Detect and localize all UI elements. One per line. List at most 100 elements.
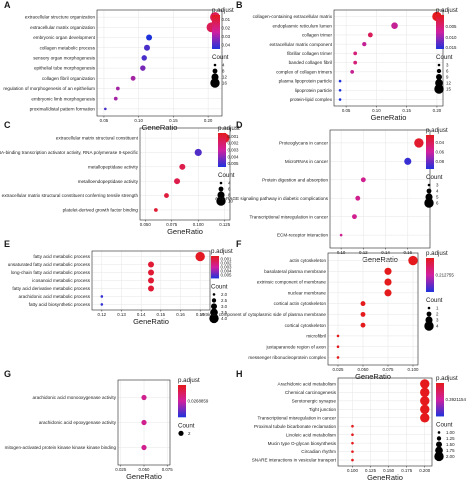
- dot: [338, 89, 342, 92]
- dot: [404, 157, 412, 165]
- count-tick-label: 3: [436, 318, 439, 323]
- dot: [148, 261, 154, 268]
- dot: [338, 79, 342, 83]
- term-label: complex of collagen trimers: [276, 69, 333, 74]
- dot: [113, 96, 118, 101]
- legend: p.adjust 0.0268859 Count 2: [178, 377, 209, 436]
- count-tick-label: 10: [228, 199, 233, 204]
- padj-tick-label: 0.002: [221, 260, 233, 265]
- x-tick-label: 0.12: [359, 250, 368, 255]
- x-tick-label: 0.17: [196, 312, 205, 317]
- padj-legend-title: p.adjust: [436, 7, 458, 14]
- panel-label: A: [4, 0, 11, 10]
- padj-legend-title: p.adjust: [426, 127, 448, 134]
- x-tick-label: 0.100: [193, 222, 205, 227]
- dot: [351, 433, 354, 436]
- x-axis-title: GeneRatio: [355, 372, 391, 381]
- term-label: protein-lipid complex: [290, 97, 333, 102]
- x-tick-label: 0.15: [169, 118, 178, 123]
- x-axis-title: GeneRatio: [367, 473, 403, 482]
- legend: p.adjust 0.3921154 Count 1.001.251.501.752.…: [434, 375, 467, 462]
- count-tick-label: 9: [446, 75, 449, 80]
- plot-frame: [96, 9, 223, 117]
- term-label: long-chain fatty acid metabolic process: [11, 270, 91, 275]
- padj-legend-title: p.adjust: [218, 125, 240, 132]
- padj-tick-label: 0.06: [436, 150, 445, 155]
- padj-colorbar: [212, 15, 220, 49]
- term-label: embryonic organ development: [33, 35, 96, 40]
- x-axis-title: GeneRatio: [371, 113, 407, 122]
- count-legend-dot: [212, 68, 218, 74]
- x-axis-title: GeneRatio: [142, 123, 178, 132]
- dot: [408, 255, 418, 266]
- count-legend-title: Count: [436, 54, 453, 61]
- panel-label: E: [4, 239, 10, 249]
- x-tick-label: 0.20: [204, 118, 213, 123]
- term-label: extracellular matrix organization: [30, 25, 95, 30]
- dot: [130, 75, 136, 81]
- term-label: platelet-derived growth factor binding: [63, 208, 139, 213]
- term-label: icosanoid metabolic process: [32, 278, 90, 283]
- count-tick-label: 2.00: [446, 454, 455, 459]
- count-legend-dot: [209, 313, 219, 324]
- dot: [140, 65, 146, 71]
- dot: [115, 86, 120, 91]
- dot: [353, 51, 358, 56]
- term-label: metallopeptidase activity: [88, 164, 139, 169]
- dot: [336, 345, 340, 348]
- count-tick-label: 3.0: [221, 304, 228, 309]
- term-label: AGE-RAGE signaling pathway in diabetic c…: [215, 196, 329, 201]
- term-label: SNARE interactions in vesicular transpor…: [252, 458, 337, 463]
- x-tick-label: 0.16: [176, 312, 185, 317]
- count-tick-label: 2.5: [221, 298, 228, 303]
- dot: [174, 178, 181, 185]
- dot: [355, 195, 361, 201]
- term-label: Serotonergic synapse: [292, 398, 337, 403]
- count-tick-label: 6: [228, 187, 231, 192]
- term-label: extracellular matrix structural constitu…: [56, 136, 139, 141]
- count-legend-dot: [434, 84, 444, 94]
- count-legend-dot: [424, 198, 434, 208]
- padj-tick-label: 0.0268859: [188, 399, 209, 404]
- dot: [144, 44, 150, 51]
- padj-tick-label: 0.010: [446, 35, 458, 40]
- padj-colorbar: [178, 385, 186, 418]
- dot: [339, 233, 343, 237]
- count-legend-dot: [434, 451, 444, 462]
- dot: [338, 98, 342, 101]
- term-label: microfibril: [306, 334, 326, 339]
- term-label: proximal/distal pattern formation: [30, 106, 96, 111]
- padj-tick-label: 0.001: [228, 134, 240, 139]
- count-tick-label: 16: [222, 81, 227, 86]
- count-tick-label: 3: [436, 183, 439, 188]
- count-tick-label: 5: [436, 195, 439, 200]
- dot: [360, 301, 366, 307]
- count-legend-dot: [436, 68, 442, 74]
- x-tick-label: 0.05: [342, 108, 351, 113]
- dot: [420, 379, 430, 389]
- term-label: endoplasmic reticulum lumen: [273, 23, 333, 28]
- count-tick-label: 1.75: [446, 448, 455, 453]
- count-legend-dot: [212, 293, 216, 296]
- term-label: collagen fibril organization: [42, 76, 96, 81]
- x-tick-label: 0.20: [433, 108, 442, 113]
- count-legend-dot: [436, 74, 442, 80]
- padj-tick-label: 0.3921154: [446, 397, 467, 402]
- term-label: Transcriptional misregulation in cancer: [250, 214, 329, 219]
- term-label: ECM-receptor interaction: [277, 233, 329, 238]
- plot-frame: [329, 129, 431, 249]
- x-tick-label: 0.075: [162, 467, 174, 472]
- padj-tick-label: 0.004: [221, 269, 233, 274]
- padj-legend-title: p.adjust: [211, 248, 233, 255]
- term-label: Chemical carcinogenesis: [285, 390, 337, 395]
- dot: [420, 413, 430, 423]
- panel-label: F: [236, 239, 242, 249]
- x-axis-title: GeneRatio: [167, 227, 203, 236]
- dot: [360, 177, 366, 183]
- count-legend-dot: [424, 321, 434, 331]
- x-tick-label: 0.13: [117, 312, 126, 317]
- dot: [154, 208, 158, 212]
- count-tick-label: 1.25: [446, 436, 455, 441]
